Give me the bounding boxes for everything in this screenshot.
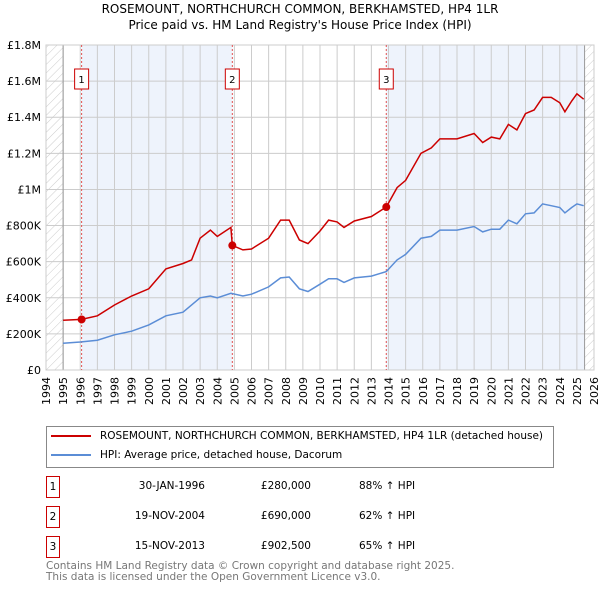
x-tick-label: 2009: [297, 377, 310, 405]
x-tick-label: 2018: [451, 377, 464, 405]
legend-label: HPI: Average price, detached house, Daco…: [100, 449, 343, 461]
sale-marker-box: [224, 68, 240, 90]
x-tick-label: 2010: [314, 377, 327, 405]
x-tick-label: 1995: [57, 377, 70, 405]
x-tick-label: 2024: [554, 377, 567, 405]
y-tick-label: £1.4M: [7, 111, 41, 124]
y-tick-label: £1.8M: [7, 39, 41, 52]
x-tick-label: 2005: [228, 377, 241, 405]
legend-label: ROSEMOUNT, NORTHCHURCH COMMON, BERKHAMST…: [100, 430, 543, 442]
sale-price: £690,000: [260, 510, 311, 522]
x-tick-label: 2012: [348, 377, 361, 405]
sale-date: 30-JAN-1996: [138, 480, 205, 492]
sale-hpi: 65% ↑ HPI: [359, 540, 416, 552]
sale-marker-box: [378, 68, 394, 90]
sale-marker-label: 1: [78, 75, 84, 86]
x-tick-label: 1996: [74, 377, 87, 405]
x-tick-label: 2004: [211, 377, 224, 405]
x-tick-label: 2020: [485, 377, 498, 405]
series-line: [63, 92, 585, 322]
x-tick-label: 2002: [177, 377, 190, 405]
copyright-note: Contains HM Land Registry data © Crown c…: [46, 560, 455, 572]
sale-hpi: 88% ↑ HPI: [359, 480, 416, 492]
plot-border: [45, 44, 595, 371]
x-tick-label: 2022: [520, 377, 533, 405]
sale-marker-label: 2: [229, 75, 235, 86]
legend-item-property: ROSEMOUNT, NORTHCHURCH COMMON, BERKHAMST…: [51, 430, 543, 442]
x-tick-label: 2006: [246, 377, 259, 405]
legend-item-hpi: HPI: Average price, detached house, Daco…: [51, 449, 342, 461]
hatch-right: [584, 45, 594, 370]
x-tick-label: 1998: [109, 377, 122, 405]
series-line: [63, 203, 584, 345]
sale-price: £280,000: [260, 480, 311, 492]
sale-row: 1 30-JAN-1996 £280,000 88% ↑ HPI: [46, 476, 546, 498]
sale-marker-box: [74, 68, 90, 90]
x-tick-label: 2015: [400, 377, 413, 405]
legend: ROSEMOUNT, NORTHCHURCH COMMON, BERKHAMST…: [46, 426, 554, 468]
legend-swatch-red: [51, 435, 91, 437]
x-tick-label: 2011: [331, 377, 344, 405]
sale-point: [77, 315, 86, 324]
x-tick-label: 1994: [40, 377, 53, 405]
chart-title: ROSEMOUNT, NORTHCHURCH COMMON, BERKHAMST…: [101, 2, 499, 16]
x-tick-label: 1997: [91, 377, 104, 405]
sale-hpi: 62% ↑ HPI: [359, 510, 416, 522]
sale-row: 3 15-NOV-2013 £902,500 65% ↑ HPI: [46, 536, 546, 558]
y-tick-label: £1.2M: [7, 147, 41, 160]
x-tick-label: 2025: [571, 377, 584, 405]
sale-point: [228, 241, 237, 250]
y-tick-label: £400K: [6, 292, 42, 305]
sale-date: 15-NOV-2013: [134, 540, 205, 552]
sale-number: 1: [46, 476, 60, 498]
x-tick-label: 2019: [468, 377, 481, 405]
y-tick-label: £800K: [6, 220, 42, 233]
x-tick-label: 2017: [434, 377, 447, 405]
shaded-period: [81, 45, 233, 370]
y-tick-label: £600K: [6, 256, 42, 269]
sale-row: 2 19-NOV-2004 £690,000 62% ↑ HPI: [46, 506, 546, 528]
x-tick-label: 2026: [588, 377, 600, 405]
sale-number: 2: [46, 506, 60, 528]
x-tick-label: 2001: [160, 377, 173, 405]
y-tick-label: £1M: [18, 183, 42, 196]
x-tick-label: 2021: [502, 377, 515, 405]
y-tick-label: £200K: [6, 328, 42, 341]
licence-note: This data is licensed under the Open Gov…: [46, 571, 381, 583]
x-tick-label: 2007: [263, 377, 276, 405]
y-tick-label: £1.6M: [7, 75, 41, 88]
x-tick-label: 2023: [537, 377, 550, 405]
sale-number: 3: [46, 536, 60, 558]
x-tick-label: 2000: [143, 377, 156, 405]
x-tick-label: 2003: [194, 377, 207, 405]
sale-point: [382, 203, 391, 212]
shaded-period: [386, 45, 585, 370]
sale-date: 19-NOV-2004: [134, 510, 205, 522]
sale-marker-label: 3: [383, 75, 389, 86]
price-chart: 1994 1995 1996 1997 1998 1999 2000 2001 2002 2003…: [6, 39, 600, 405]
y-tick-label: £0: [27, 364, 41, 377]
x-tick-label: 2016: [417, 377, 430, 405]
legend-swatch-blue: [51, 454, 91, 456]
x-tick-label: 2014: [383, 377, 396, 405]
x-tick-label: 2008: [280, 377, 293, 405]
x-tick-label: 2013: [365, 377, 378, 405]
hatch-left: [46, 45, 64, 370]
sale-price: £902,500: [260, 540, 311, 552]
x-tick-label: 1999: [126, 377, 139, 405]
chart-subtitle: Price paid vs. HM Land Registry's House …: [128, 18, 472, 32]
